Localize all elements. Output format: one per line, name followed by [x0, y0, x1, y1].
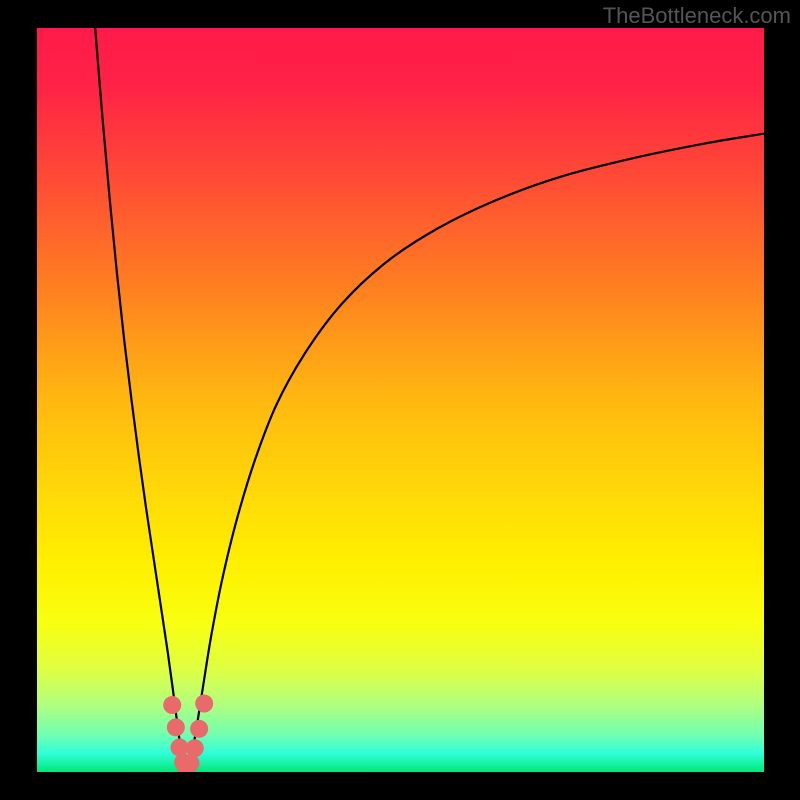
watermark-text: TheBottleneck.com — [603, 3, 791, 29]
image-root: TheBottleneck.com — [0, 0, 800, 800]
chart-background-gradient — [37, 28, 764, 772]
chart-plot-area — [37, 28, 764, 772]
